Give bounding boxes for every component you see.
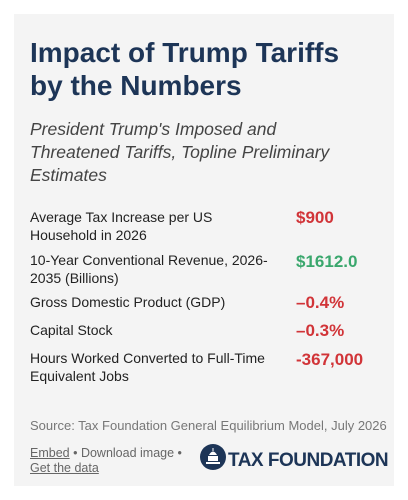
row-label: Gross Domestic Product (GDP) bbox=[30, 294, 226, 310]
row-value: $1612.0 bbox=[296, 252, 358, 271]
logo-text: TAX FOUNDATION bbox=[228, 450, 389, 471]
row-value: –0.3% bbox=[296, 321, 345, 340]
logo-icon bbox=[200, 444, 226, 470]
data-link[interactable]: Get the data bbox=[30, 461, 99, 475]
row-value: –0.4% bbox=[296, 293, 345, 312]
embed-link[interactable]: Embed bbox=[30, 446, 70, 460]
subtitle: President Trump's Imposed and Threatened… bbox=[30, 119, 330, 185]
row-label: 10-Year Conventional Revenue, 2026-2035 … bbox=[30, 252, 268, 286]
row-value: $900 bbox=[296, 208, 334, 227]
source: Source: Tax Foundation General Equilibri… bbox=[30, 418, 387, 433]
download-link[interactable]: • Download image • bbox=[73, 446, 182, 460]
row-value: -367,000 bbox=[296, 350, 364, 369]
row-label: Average Tax Increase per US Household in… bbox=[30, 209, 213, 243]
row-label: Capital Stock bbox=[30, 322, 113, 338]
card: Impact of Trump Tariffs by the Numbers P… bbox=[14, 14, 394, 486]
title: Impact of Trump Tariffs by the Numbers bbox=[30, 37, 340, 101]
row-label: Hours Worked Converted to Full-Time Equi… bbox=[30, 350, 265, 384]
links: Embed • Download image • Get the data bbox=[30, 446, 182, 476]
